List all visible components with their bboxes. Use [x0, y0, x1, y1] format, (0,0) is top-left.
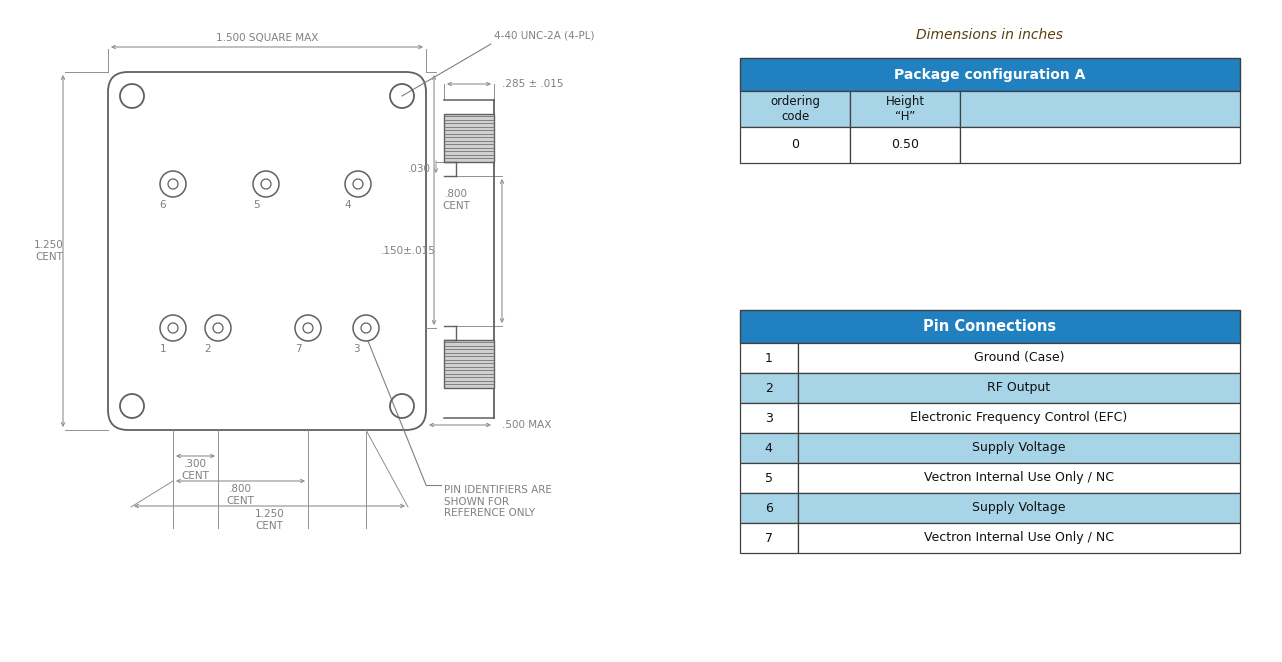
Text: .150±.015: .150±.015	[381, 246, 436, 256]
Text: .800
CENT: .800 CENT	[442, 189, 470, 211]
Text: .500 MAX: .500 MAX	[503, 420, 551, 430]
Text: 4-40 UNC-2A (4-PL): 4-40 UNC-2A (4-PL)	[494, 31, 595, 41]
Text: 5: 5	[765, 471, 773, 485]
Text: 0: 0	[791, 138, 799, 152]
Bar	[740, 433, 797, 463]
Bar	[850, 91, 960, 127]
Bar	[797, 523, 1240, 553]
Text: 7: 7	[765, 532, 773, 545]
Bar	[797, 343, 1240, 373]
Text: PIN IDENTIFIERS ARE
SHOWN FOR
REFERENCE ONLY: PIN IDENTIFIERS ARE SHOWN FOR REFERENCE …	[444, 485, 551, 518]
Bar	[740, 343, 797, 373]
Text: Supply Voltage: Supply Voltage	[972, 502, 1065, 514]
Bar	[740, 58, 1240, 91]
Text: Vectron Internal Use Only / NC: Vectron Internal Use Only / NC	[924, 471, 1114, 485]
Bar	[797, 463, 1240, 493]
Bar	[740, 310, 1240, 343]
FancyBboxPatch shape	[108, 72, 426, 430]
Bar	[740, 403, 797, 433]
Text: 1.250
CENT: 1.250 CENT	[35, 240, 64, 261]
Bar	[444, 340, 494, 388]
Text: 7: 7	[295, 344, 301, 354]
Text: 1.250
CENT: 1.250 CENT	[255, 509, 285, 531]
Bar	[740, 373, 797, 403]
Text: Vectron Internal Use Only / NC: Vectron Internal Use Only / NC	[924, 532, 1114, 545]
Bar	[797, 373, 1240, 403]
Text: .300
CENT: .300 CENT	[182, 459, 209, 481]
Text: .285 ± .015: .285 ± .015	[503, 79, 564, 89]
Text: Supply Voltage: Supply Voltage	[972, 442, 1065, 455]
Text: 1: 1	[160, 344, 167, 354]
Text: Ground (Case): Ground (Case)	[973, 352, 1064, 365]
Text: 0.50: 0.50	[891, 138, 919, 152]
Text: 5: 5	[253, 200, 259, 210]
Bar	[797, 433, 1240, 463]
Text: 6: 6	[160, 200, 167, 210]
Bar	[960, 127, 1240, 163]
Text: Pin Connections: Pin Connections	[923, 319, 1056, 334]
Bar	[797, 493, 1240, 523]
Bar	[850, 127, 960, 163]
Text: Electronic Frequency Control (EFC): Electronic Frequency Control (EFC)	[910, 412, 1127, 424]
Text: 3: 3	[353, 344, 359, 354]
Text: 3: 3	[765, 412, 773, 424]
Text: Height
“H”: Height “H”	[886, 95, 924, 123]
Text: 1.500 SQUARE MAX: 1.500 SQUARE MAX	[215, 33, 318, 43]
Bar	[740, 523, 797, 553]
Bar	[740, 463, 797, 493]
Bar	[740, 493, 797, 523]
Text: 4: 4	[345, 200, 351, 210]
Text: ordering
code: ordering code	[770, 95, 820, 123]
Bar	[444, 114, 494, 162]
Bar	[960, 91, 1240, 127]
Bar	[740, 127, 850, 163]
Text: RF Output: RF Output	[987, 381, 1050, 395]
Text: 6: 6	[765, 502, 773, 514]
Text: Package configuration A: Package configuration A	[895, 68, 1086, 81]
Text: 4: 4	[765, 442, 773, 455]
Text: Dimensions in inches: Dimensions in inches	[917, 28, 1064, 42]
Bar	[797, 403, 1240, 433]
Text: .800
CENT: .800 CENT	[227, 484, 254, 506]
Text: 2: 2	[205, 344, 212, 354]
Text: 2: 2	[765, 381, 773, 395]
Text: .030: .030	[408, 164, 431, 174]
Text: 1: 1	[765, 352, 773, 365]
Bar	[740, 91, 850, 127]
